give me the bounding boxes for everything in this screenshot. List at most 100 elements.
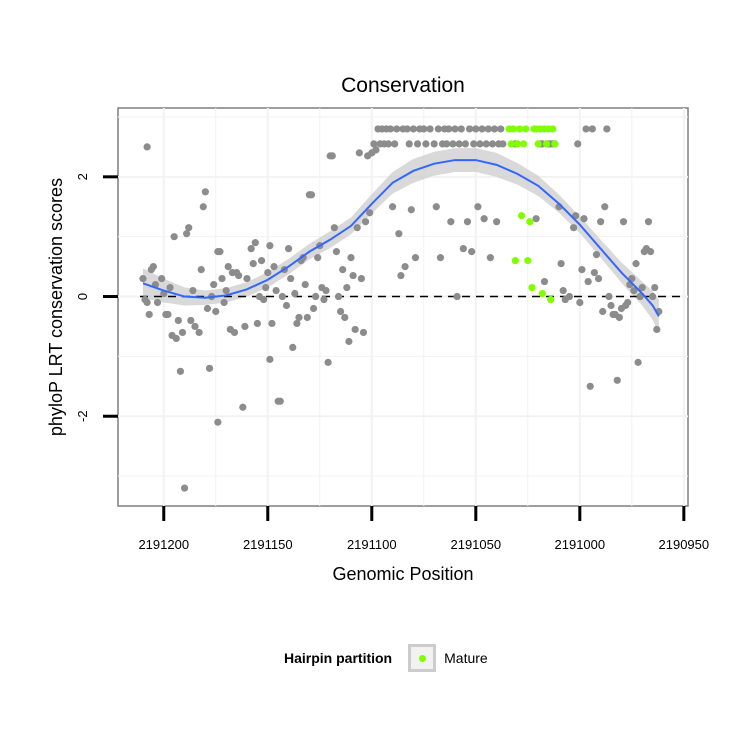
- data-point: [599, 307, 607, 316]
- smooth-layer: [142, 159, 660, 317]
- data-point: [178, 328, 187, 337]
- data-point: [361, 218, 370, 226]
- data-point: [260, 295, 268, 304]
- data-point: [372, 146, 380, 154]
- data-point: [339, 265, 347, 274]
- data-point: [197, 265, 205, 274]
- data-point: [488, 140, 497, 148]
- data-point: [401, 263, 409, 271]
- data-point: [613, 376, 621, 384]
- data-point: [301, 280, 309, 289]
- data-point: [170, 233, 178, 241]
- data-point: [214, 418, 222, 426]
- data-point: [266, 355, 274, 363]
- data-point: [322, 286, 330, 295]
- mature-point: [542, 140, 551, 148]
- data-point: [278, 292, 286, 301]
- data-point: [634, 358, 642, 366]
- mature-point: [528, 283, 536, 292]
- data-point: [480, 215, 488, 223]
- data-point: [243, 274, 251, 283]
- legend-key-mature: [408, 644, 437, 672]
- data-point: [210, 280, 218, 289]
- data-point: [605, 292, 613, 301]
- data-point: [253, 319, 261, 328]
- x-tick-label: 2190950: [659, 537, 710, 552]
- data-point: [490, 125, 499, 133]
- mature-point: [551, 140, 559, 148]
- data-point: [457, 125, 465, 133]
- data-point: [158, 274, 166, 283]
- data-point: [592, 251, 601, 259]
- data-point: [282, 301, 291, 310]
- data-point: [224, 263, 232, 271]
- data-point: [624, 298, 632, 307]
- x-tick-label: 2191000: [555, 537, 606, 552]
- data-point: [578, 265, 586, 274]
- data-point: [324, 358, 332, 366]
- data-point: [334, 292, 343, 301]
- data-point: [405, 140, 413, 148]
- data-point: [212, 307, 220, 316]
- confidence-band-area: [142, 148, 659, 334]
- data-point: [205, 364, 214, 372]
- data-point: [569, 224, 578, 232]
- data-point: [222, 286, 230, 295]
- data-point: [230, 328, 239, 337]
- data-point: [486, 254, 494, 262]
- data-point: [247, 245, 255, 253]
- data-point: [187, 316, 195, 325]
- data-point: [470, 140, 478, 148]
- data-point: [307, 191, 316, 199]
- data-point: [426, 125, 434, 133]
- data-point: [359, 328, 368, 337]
- data-point: [257, 257, 266, 265]
- data-point: [345, 337, 353, 346]
- data-point: [287, 274, 295, 283]
- data-point: [291, 289, 299, 298]
- data-point: [268, 319, 276, 328]
- y-tick-label: 0: [75, 293, 90, 300]
- mature-point: [513, 140, 522, 148]
- data-point: [235, 271, 243, 280]
- data-point: [355, 149, 363, 157]
- data-point: [445, 125, 453, 133]
- data-point: [465, 125, 474, 133]
- legend: Hairpin partition Mature: [284, 640, 488, 676]
- data-point: [532, 215, 540, 223]
- data-point: [619, 218, 628, 226]
- data-point: [199, 203, 207, 211]
- data-point: [264, 268, 272, 277]
- data-point: [449, 140, 457, 148]
- data-point: [413, 140, 422, 148]
- data-point: [303, 313, 311, 322]
- data-point: [239, 403, 247, 411]
- mature-point: [509, 125, 517, 133]
- data-point: [447, 218, 455, 226]
- data-point: [266, 242, 274, 250]
- data-point: [357, 274, 365, 283]
- data-point: [216, 248, 224, 256]
- data-point: [451, 125, 459, 133]
- data-point: [397, 271, 405, 280]
- data-point: [353, 224, 361, 232]
- data-point: [262, 283, 270, 292]
- data-point: [312, 292, 320, 301]
- data-point: [630, 286, 638, 295]
- data-point: [590, 268, 598, 277]
- data-point: [149, 263, 157, 271]
- data-point: [574, 140, 582, 148]
- data-point: [586, 382, 594, 390]
- data-point: [183, 230, 191, 238]
- data-point: [576, 298, 584, 307]
- data-point: [557, 260, 565, 268]
- data-point: [615, 313, 623, 322]
- data-point: [461, 140, 470, 148]
- data-point: [582, 125, 590, 133]
- data-point: [270, 263, 278, 271]
- data-point: [420, 125, 428, 133]
- data-point: [388, 203, 397, 211]
- data-point: [580, 215, 588, 223]
- y-tick-label: -2: [75, 410, 90, 422]
- data-point: [476, 140, 484, 148]
